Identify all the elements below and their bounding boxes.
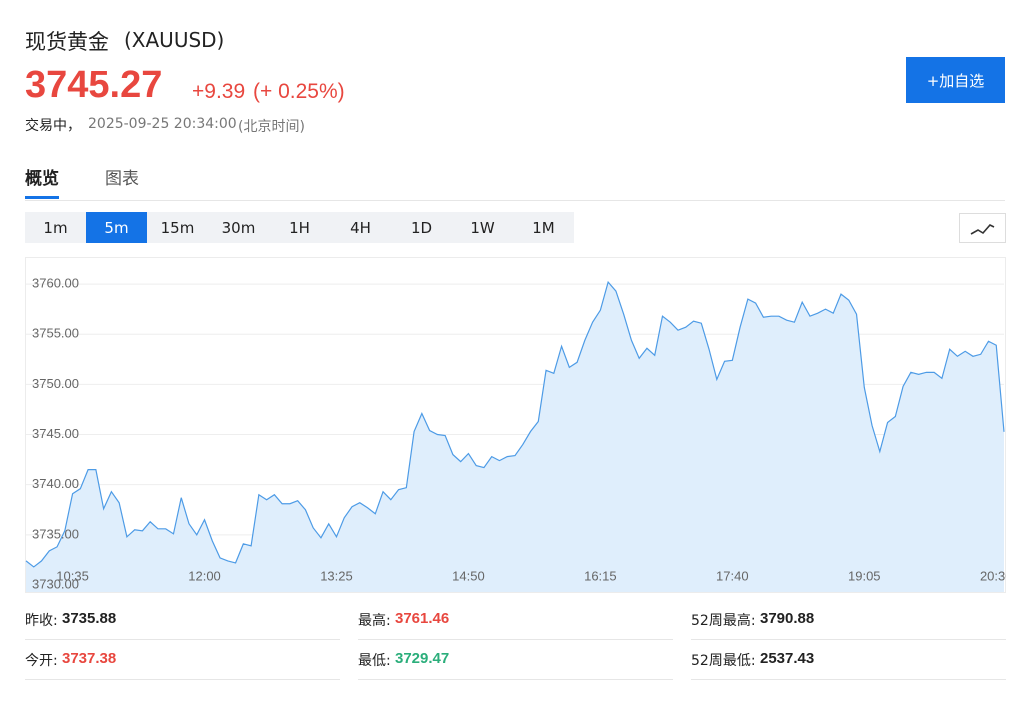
x-tick-label: 14:50 xyxy=(452,568,485,583)
stat-label: 52周最低: xyxy=(691,653,756,669)
stat-label: 今开: xyxy=(25,653,58,669)
x-tick-label: 17:40 xyxy=(716,568,749,583)
change: +9.39 xyxy=(192,80,246,103)
y-tick-label: 3735.00 xyxy=(32,526,79,541)
stat-cell: 今开: 3737.38 xyxy=(25,639,340,680)
interval-button[interactable]: 1H xyxy=(289,218,310,237)
stat-cell: 最低: 3729.47 xyxy=(358,639,673,680)
tab[interactable]: 概览 xyxy=(25,164,59,199)
interval-button[interactable]: 1m xyxy=(43,218,68,237)
y-tick-label: 3740.00 xyxy=(32,476,79,491)
change-percent: (+ 0.25%) xyxy=(253,80,345,103)
stat-label: 最高: xyxy=(358,613,391,629)
add-watchlist-button[interactable]: +加自选 xyxy=(906,57,1005,103)
interval-button[interactable]: 4H xyxy=(350,218,371,237)
interval-bar: 1m 5m 15m 30m 1H 4H 1D 1W 1M xyxy=(25,212,574,243)
x-tick-label: 19:05 xyxy=(848,568,881,583)
x-tick-label: 20:30 xyxy=(980,568,1006,583)
y-tick-label: 3760.00 xyxy=(32,276,79,291)
x-tick-label: 13:25 xyxy=(320,568,353,583)
chart-frame xyxy=(25,257,1006,593)
x-tick-label: 16:15 xyxy=(584,568,617,583)
stat-value: 3761.46 xyxy=(395,610,450,627)
stat-label: 52周最高: xyxy=(691,613,756,629)
status: 交易中， xyxy=(25,118,81,134)
chart: 3730.00 3735.00 3740.00 3745.00 3750.00 3755.… xyxy=(25,257,1006,593)
x-tick-label: 10:35 xyxy=(56,568,89,583)
tab-bar: 概览 图表 xyxy=(25,160,1005,201)
x-tick-label: 12:00 xyxy=(188,568,221,583)
y-tick-label: 3730.00 xyxy=(32,576,79,591)
stat-cell: 最高: 3761.46 xyxy=(358,599,673,640)
area-fill xyxy=(26,282,1004,592)
timestamp: 2025-09-25 20:34:00 xyxy=(88,116,237,132)
stat-value: 3729.47 xyxy=(395,650,450,667)
y-tick-label: 3745.00 xyxy=(32,426,79,441)
interval-button[interactable]: 1W xyxy=(470,218,495,237)
stat-label: 昨收: xyxy=(25,613,58,629)
instrument-code: (XAUUSD) xyxy=(124,28,225,52)
interval-button[interactable]: 30m xyxy=(221,218,256,237)
interval-button[interactable]: 5m xyxy=(86,212,147,243)
timezone: (北京时间) xyxy=(238,119,305,135)
stat-value: 3737.38 xyxy=(62,650,117,667)
tab[interactable]: 图表 xyxy=(105,169,139,189)
stat-cell: 52周最高: 3790.88 xyxy=(691,599,1006,640)
interval-button[interactable]: 15m xyxy=(160,218,195,237)
chart-container: 3730.00 3735.00 3740.00 3745.00 3750.00 3755.… xyxy=(25,257,1006,593)
chart-type-button[interactable] xyxy=(959,213,1006,243)
stat-cell: 昨收: 3735.88 xyxy=(25,599,340,640)
y-tick-label: 3755.00 xyxy=(32,326,79,341)
instrument-name: 现货黄金 xyxy=(25,30,109,54)
price: 3745.27 xyxy=(25,64,163,106)
interval-button[interactable]: 1M xyxy=(532,218,555,237)
stat-value: 3735.88 xyxy=(62,610,117,627)
stat-value: 3790.88 xyxy=(760,610,815,627)
stat-cell: 52周最低: 2537.43 xyxy=(691,639,1006,680)
stat-value: 2537.43 xyxy=(760,650,815,667)
y-tick-label: 3750.00 xyxy=(32,376,79,391)
chart-type-icon xyxy=(970,224,995,235)
interval-button[interactable]: 1D xyxy=(410,218,433,237)
price-line xyxy=(25,280,1005,568)
stat-label: 最低: xyxy=(358,653,391,669)
